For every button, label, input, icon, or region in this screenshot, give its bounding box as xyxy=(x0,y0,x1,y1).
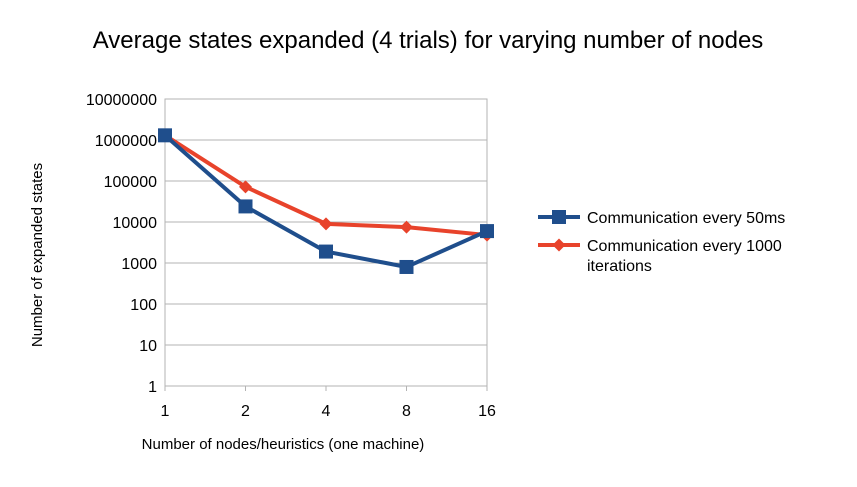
series-2 xyxy=(158,128,494,242)
gridlines xyxy=(165,139,487,346)
y-axis-label: Number of expanded states xyxy=(29,163,46,347)
y-tick-label: 1000000 xyxy=(95,133,157,150)
data-point xyxy=(400,220,413,234)
legend-item-1: Communication every 50ms xyxy=(538,210,785,227)
data-point xyxy=(319,217,333,231)
legend-label: Communication every 50ms xyxy=(587,210,785,227)
y-tick-label: 1000 xyxy=(121,256,157,273)
y-tick-label: 100000 xyxy=(104,174,157,191)
chart-title: Average states expanded (4 trials) for v… xyxy=(93,27,764,54)
x-tick-label: 4 xyxy=(322,403,331,420)
x-tick-label: 2 xyxy=(241,403,250,420)
y-tick-label: 10 xyxy=(139,338,157,355)
legend-item-2: Communication every 1000 iterations xyxy=(538,238,782,275)
x-tick-label: 1 xyxy=(161,403,170,420)
data-point xyxy=(399,259,414,274)
legend-label: Communication every 1000 iterations xyxy=(587,238,782,275)
y-tick-label: 1 xyxy=(148,379,157,396)
data-point xyxy=(238,199,253,214)
data-point xyxy=(239,180,252,194)
legend: Communication every 50ms Communication ev… xyxy=(538,210,785,275)
y-axis-ticks: 1 10 100 1000 10000 100000 1000000 10000000 xyxy=(86,92,157,396)
x-tick-label: 8 xyxy=(402,403,411,420)
data-point xyxy=(158,128,172,143)
x-axis-label: Number of nodes/heuristics (one machine) xyxy=(142,436,425,453)
data-point xyxy=(480,224,494,239)
y-tick-label: 10000000 xyxy=(86,92,157,109)
legend-swatch-marker xyxy=(552,210,566,224)
y-tick-label: 100 xyxy=(130,297,157,314)
y-tick-label: 10000 xyxy=(113,215,158,232)
series-1 xyxy=(158,128,494,274)
data-point xyxy=(319,244,333,259)
x-axis-ticks: 1 2 4 8 16 xyxy=(161,386,496,420)
series-layer xyxy=(158,128,494,274)
x-tick-label: 16 xyxy=(478,403,496,420)
plot-frame xyxy=(164,98,488,387)
legend-swatch-marker xyxy=(552,238,566,252)
